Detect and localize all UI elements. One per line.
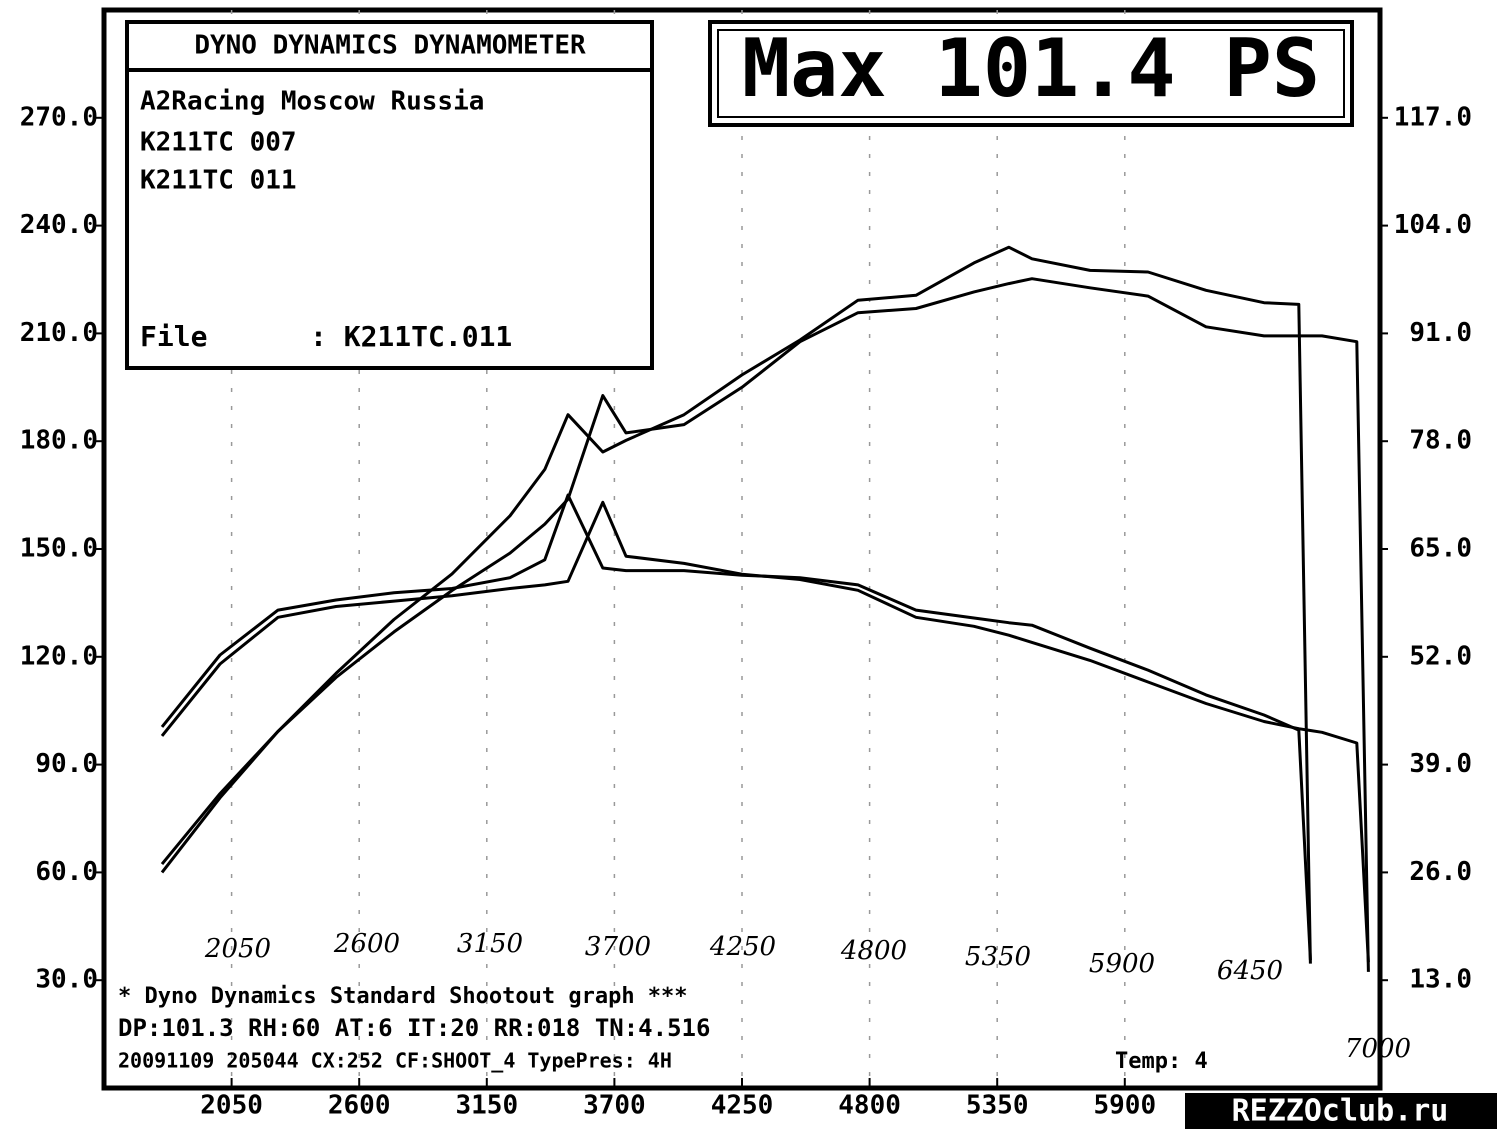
handwritten-label: 3150 bbox=[457, 929, 523, 959]
y2-tick-label: 26.0 bbox=[1409, 857, 1472, 887]
footer-line: * Dyno Dynamics Standard Shootout graph … bbox=[118, 984, 688, 1009]
handwritten-label: 5900 bbox=[1089, 949, 1155, 979]
y-tick-label: 60.0 bbox=[35, 857, 98, 887]
handwritten-label: 4250 bbox=[709, 932, 776, 962]
info-line: A2Racing Moscow Russia bbox=[140, 87, 484, 117]
y2-tick-label: 117.0 bbox=[1394, 102, 1472, 132]
footer-line: 20091109 205044 CX:252 CF:SHOOT_4 TypePr… bbox=[118, 1049, 672, 1073]
handwritten-label: 2600 bbox=[333, 929, 400, 959]
info-line: K211TC 007 bbox=[140, 128, 297, 158]
x-tick-label: 5900 bbox=[1093, 1091, 1156, 1121]
x-tick-label: 3150 bbox=[455, 1091, 518, 1121]
max-frame bbox=[708, 20, 1354, 127]
handwritten-label: 4800 bbox=[840, 936, 907, 966]
y2-tick-label: 104.0 bbox=[1394, 210, 1472, 240]
file-label: File bbox=[140, 320, 207, 353]
curve bbox=[160, 493, 1312, 961]
curve bbox=[160, 500, 1370, 963]
info-box: DYNO DYNAMICS DYNAMOMETER A2Racing Mosco… bbox=[125, 20, 654, 370]
x-tick-label: 3700 bbox=[583, 1091, 646, 1121]
y-tick-label: 90.0 bbox=[35, 749, 98, 779]
handwritten-label: 3700 bbox=[585, 932, 651, 962]
handwritten-label: 5350 bbox=[965, 942, 1031, 972]
footer-line: DP:101.3 RH:60 AT:6 IT:20 RR:018 TN:4.51… bbox=[118, 1014, 710, 1042]
x-tick-label: 2600 bbox=[328, 1091, 391, 1121]
y2-tick-label: 65.0 bbox=[1409, 534, 1472, 564]
y2-tick-label: 78.0 bbox=[1409, 426, 1472, 456]
max-inner-frame bbox=[717, 29, 1345, 118]
y2-tick-label: 52.0 bbox=[1409, 641, 1472, 671]
y2-tick-label: 13.0 bbox=[1409, 965, 1472, 995]
curve bbox=[160, 277, 1370, 972]
x-tick-label: 4800 bbox=[838, 1091, 901, 1121]
handwritten-label: 2050 bbox=[204, 934, 271, 964]
max-box: Max 101.4 PS bbox=[708, 20, 1354, 127]
handwritten-label: 6450 bbox=[1217, 956, 1283, 986]
file-value: : K211TC.011 bbox=[310, 320, 512, 353]
y-tick-label: 180.0 bbox=[20, 426, 98, 456]
handwritten-label: 7000 bbox=[1345, 1034, 1411, 1064]
y-tick-label: 120.0 bbox=[20, 641, 98, 671]
watermark-bg bbox=[1185, 1093, 1497, 1129]
y2-tick-label: 39.0 bbox=[1409, 749, 1472, 779]
chart-title: Max 101.4 PS bbox=[742, 22, 1320, 115]
y-tick-label: 30.0 bbox=[35, 965, 98, 995]
watermark: REZZOclub.ru bbox=[1232, 1094, 1449, 1129]
info-header: DYNO DYNAMICS DYNAMOMETER bbox=[194, 31, 586, 61]
x-tick-label: 2050 bbox=[200, 1091, 263, 1121]
y-tick-label: 240.0 bbox=[20, 210, 98, 240]
info-line: K211TC 011 bbox=[140, 166, 297, 196]
y-tick-label: 270.0 bbox=[20, 102, 98, 132]
footer-line: Temp: 4 bbox=[1115, 1049, 1208, 1074]
curve bbox=[160, 245, 1312, 964]
x-tick-label: 4250 bbox=[711, 1091, 774, 1121]
y-tick-label: 210.0 bbox=[20, 318, 98, 348]
plot-layer: 2050 2600 3150 3700 4250 4800 5350 5900 30.0 60.0… bbox=[20, 10, 1472, 1121]
x-tick-label: 5350 bbox=[966, 1091, 1029, 1121]
y2-tick-label: 91.0 bbox=[1409, 318, 1472, 348]
info-frame bbox=[125, 20, 654, 370]
y-tick-label: 150.0 bbox=[20, 534, 98, 564]
